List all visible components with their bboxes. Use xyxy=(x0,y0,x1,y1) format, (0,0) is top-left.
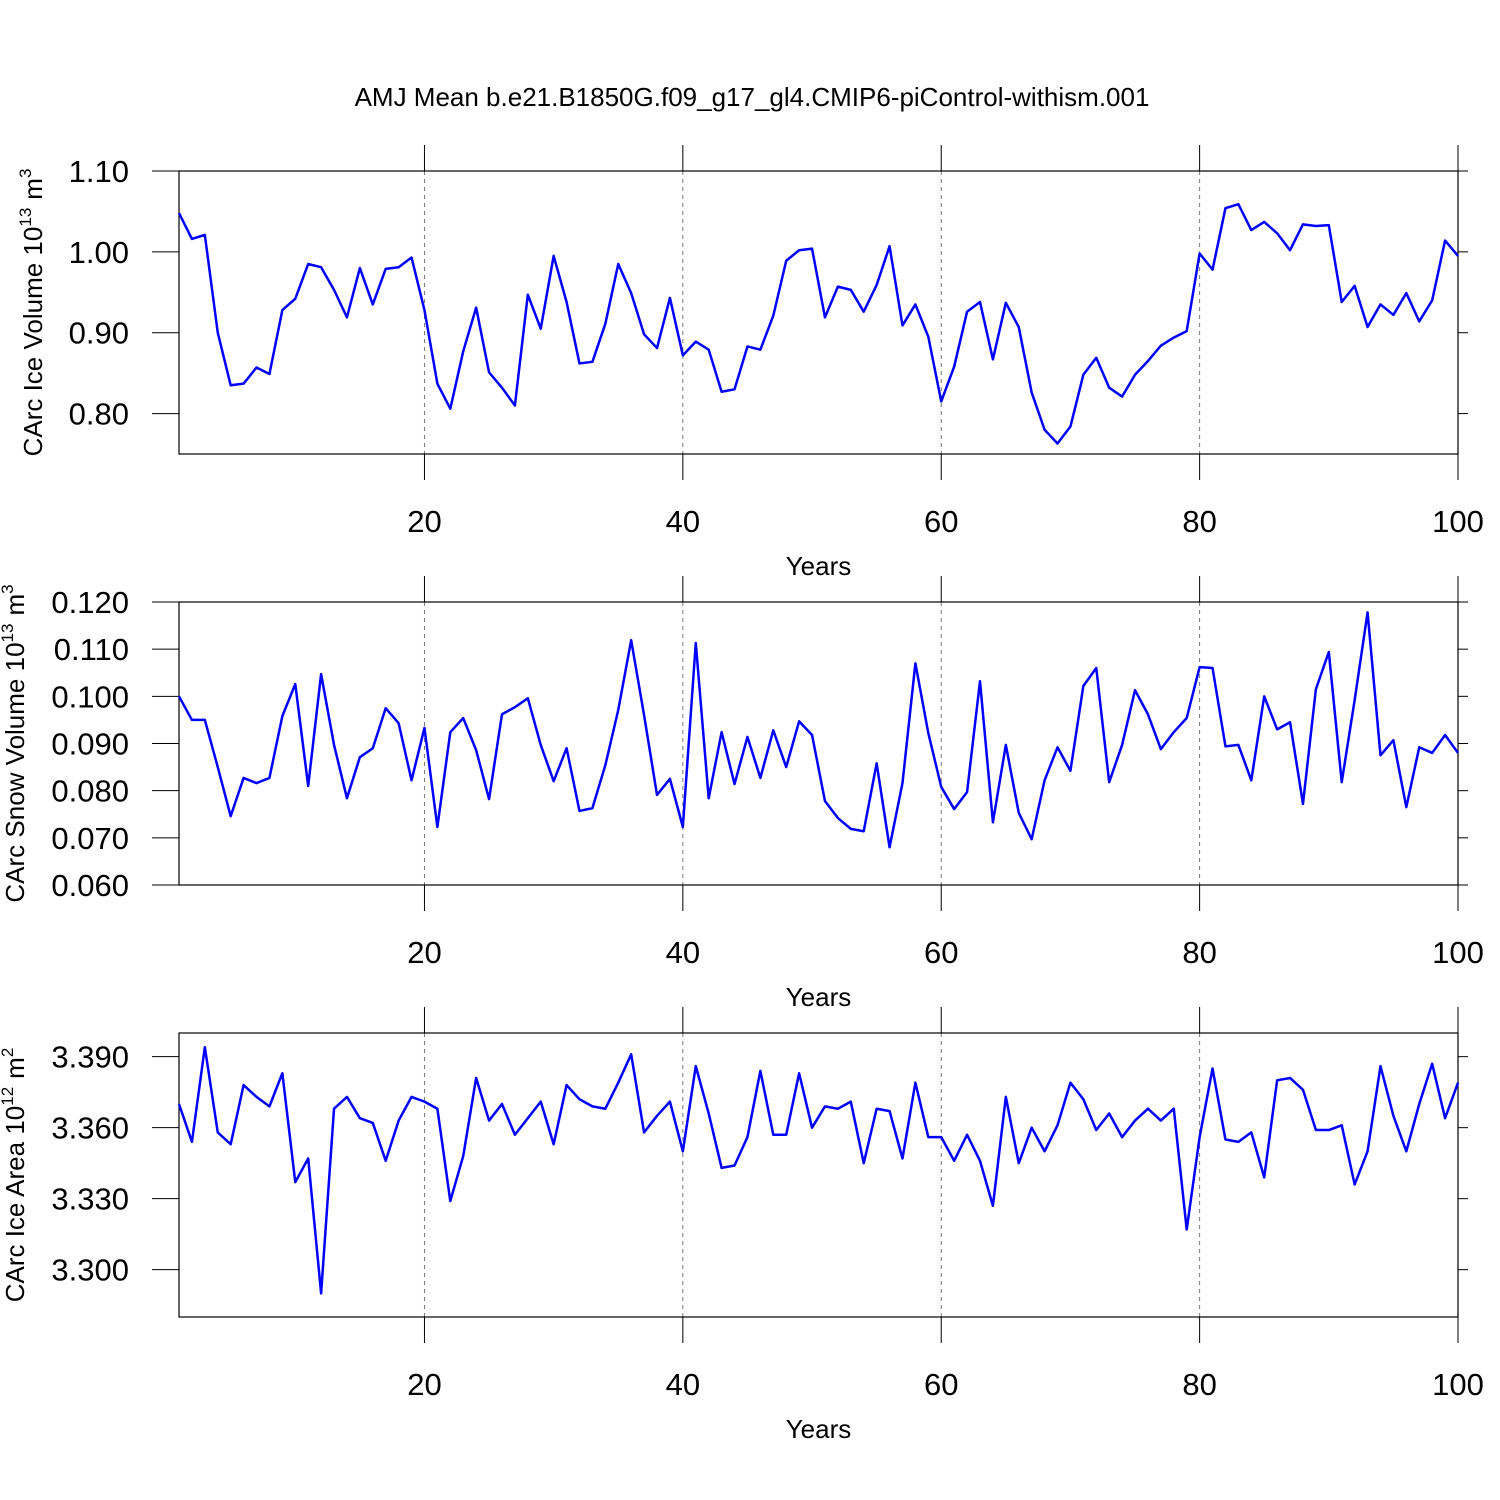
y-axis-label-text: CArc Snow Volume 10 xyxy=(0,642,30,902)
y-tick-label: 0.070 xyxy=(51,821,129,856)
y-tick-label: 0.060 xyxy=(51,868,129,903)
y-tick-label: 3.390 xyxy=(51,1040,129,1075)
x-tick-label: 100 xyxy=(1432,504,1484,539)
y-tick-label: 1.00 xyxy=(69,235,129,270)
y-axis-label-power: 13 xyxy=(0,624,17,643)
y-tick-label: 3.300 xyxy=(51,1253,129,1288)
y-tick-label: 0.100 xyxy=(51,679,129,714)
y-axis-label-unit-power: 2 xyxy=(0,1048,17,1057)
y-axis-label: CArc Snow Volume 1013 m3 xyxy=(0,584,30,902)
y-axis-label-unit-power: 3 xyxy=(16,169,35,178)
x-tick-label: 100 xyxy=(1432,935,1484,970)
y-axis-label-text: CArc Ice Volume 10 xyxy=(18,227,48,457)
x-axis-label: Years xyxy=(786,551,852,581)
plot-frame xyxy=(178,170,1459,455)
data-line xyxy=(177,611,1460,849)
y-axis-label-unit-power: 3 xyxy=(0,584,17,593)
x-tick-label: 40 xyxy=(666,935,700,970)
y-tick-label: 0.110 xyxy=(54,632,129,667)
y-axis-label-unit: m xyxy=(0,1057,30,1079)
x-tick-label: 40 xyxy=(666,1367,700,1402)
y-axis-label-power: 13 xyxy=(16,208,35,227)
y-axis-label-unit: m xyxy=(0,594,30,616)
x-tick-label: 60 xyxy=(924,1367,958,1402)
x-tick-label: 80 xyxy=(1182,935,1216,970)
chart-title: AMJ Mean b.e21.B1850G.f09_g17_gl4.CMIP6-… xyxy=(355,82,1150,112)
y-tick-label: 0.090 xyxy=(51,727,129,762)
y-tick-label: 1.10 xyxy=(69,154,129,189)
y-axis-label: CArc Ice Area 1012 m2 xyxy=(0,1048,30,1303)
x-tick-label: 100 xyxy=(1432,1367,1484,1402)
y-tick-label: 3.360 xyxy=(51,1111,129,1146)
plot-frame xyxy=(178,1032,1459,1318)
y-tick-label: 0.90 xyxy=(69,316,129,351)
y-tick-label: 0.120 xyxy=(51,585,129,620)
x-axis-label: Years xyxy=(786,982,852,1012)
y-tick-label: 0.80 xyxy=(69,397,129,432)
x-tick-label: 80 xyxy=(1182,1367,1216,1402)
y-tick-label: 3.330 xyxy=(51,1182,129,1217)
x-tick-label: 20 xyxy=(407,504,441,539)
x-axis-label: Years xyxy=(786,1414,852,1444)
x-tick-label: 60 xyxy=(924,935,958,970)
x-tick-label: 80 xyxy=(1182,504,1216,539)
data-line xyxy=(177,1045,1460,1295)
data-line xyxy=(177,202,1459,445)
y-tick-label: 0.080 xyxy=(51,774,129,809)
x-tick-label: 20 xyxy=(407,935,441,970)
y-axis-label-unit: m xyxy=(18,178,48,200)
x-tick-label: 20 xyxy=(407,1367,441,1402)
y-axis-label-text: CArc Ice Area 10 xyxy=(0,1106,30,1303)
x-tick-label: 40 xyxy=(666,504,700,539)
plot-frame xyxy=(178,601,1459,886)
x-tick-label: 60 xyxy=(924,504,958,539)
y-axis-label-power: 12 xyxy=(0,1087,17,1106)
y-axis-label: CArc Ice Volume 1013 m3 xyxy=(16,169,48,457)
